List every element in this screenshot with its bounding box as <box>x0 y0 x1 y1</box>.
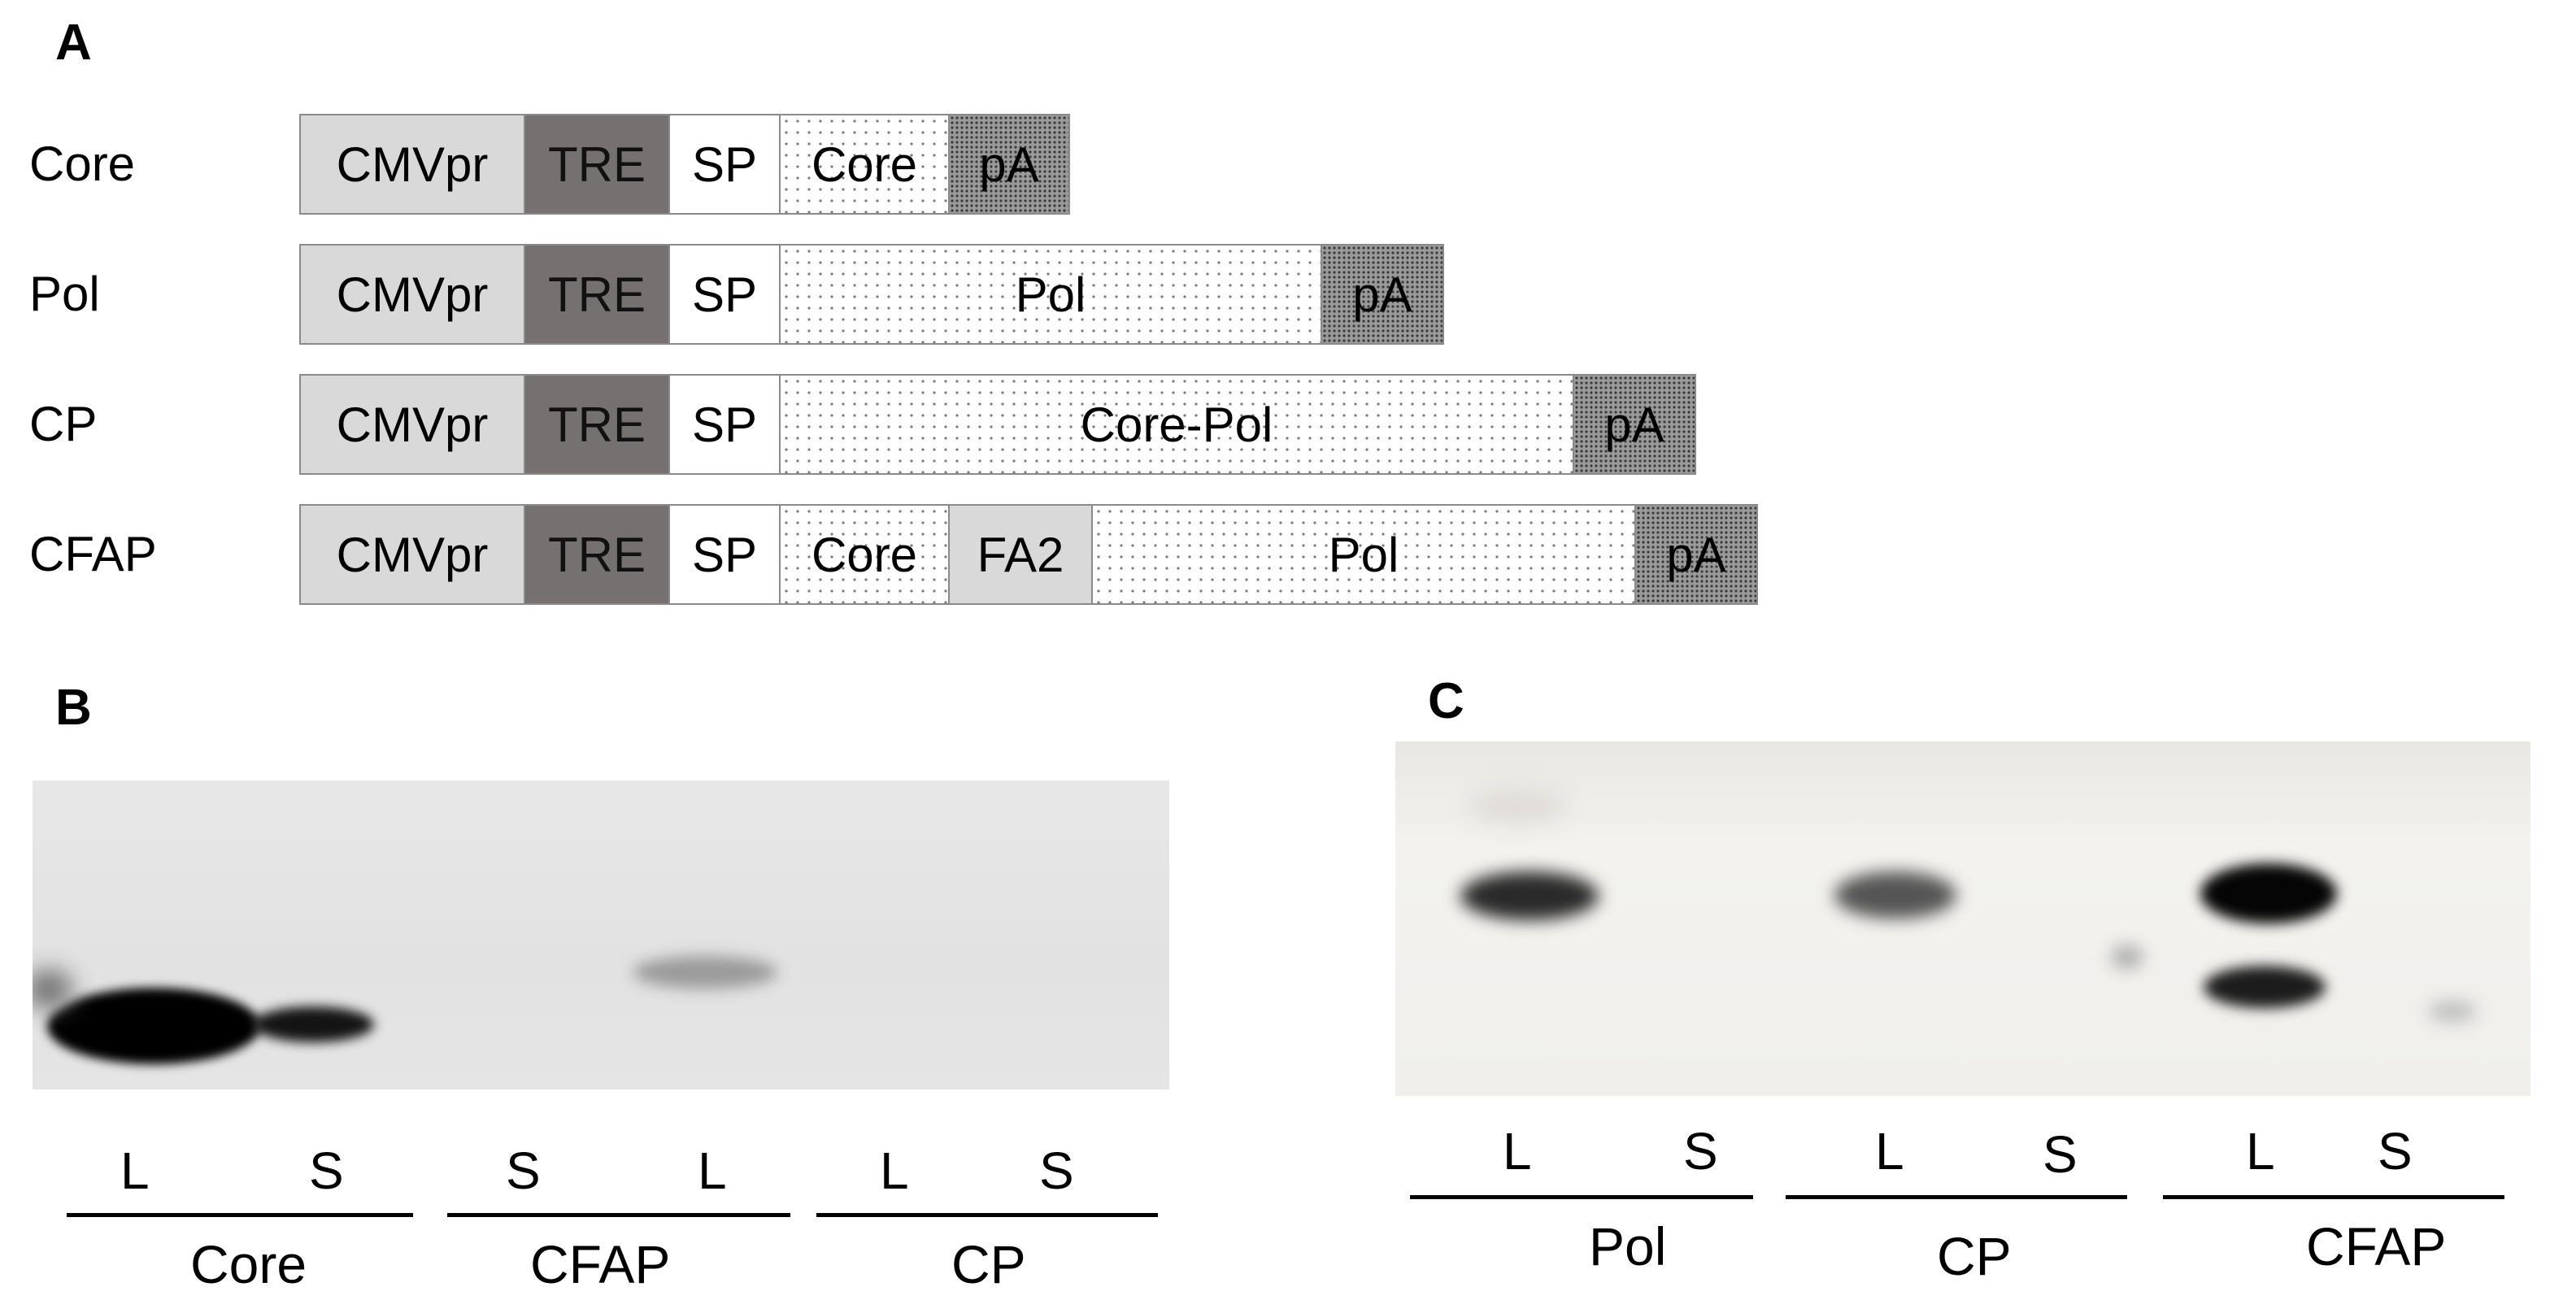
lane-label: L <box>880 1141 909 1200</box>
blot-band <box>47 988 260 1064</box>
polya-segment: pA <box>1573 374 1696 475</box>
western-blot-c <box>1395 741 2530 1096</box>
lane-label: L <box>1503 1122 1532 1180</box>
polya-segment: pA <box>1634 504 1758 605</box>
construct-name-cp: CP <box>29 397 98 451</box>
construct-cfap-map: CMVpr TRE SP Core FA2 Pol pA <box>299 504 1758 605</box>
core-gene-segment: Core <box>779 504 950 605</box>
lane-group-label: CP <box>951 1234 1026 1294</box>
construct-name-core: Core <box>29 137 136 191</box>
tre-segment: TRE <box>524 374 670 475</box>
pol-gene-segment: Pol <box>779 244 1322 345</box>
polya-segment: pA <box>1321 244 1444 345</box>
lane-group-line <box>67 1213 413 1217</box>
panel-label-c: C <box>1428 673 1464 729</box>
lane-label: S <box>2378 1122 2413 1180</box>
cmv-promoter-segment: CMVpr <box>299 114 525 215</box>
lane-group-line <box>1786 1195 2127 1199</box>
blot-band <box>2200 863 2337 924</box>
signal-peptide-segment: SP <box>668 244 781 345</box>
lane-label: S <box>1683 1122 1718 1180</box>
fa2-linker-segment: FA2 <box>948 504 1093 605</box>
signal-peptide-segment: SP <box>668 114 781 215</box>
blot-band <box>633 956 777 989</box>
lane-label: S <box>309 1141 344 1200</box>
lane-label: S <box>2043 1125 2078 1184</box>
blot-band <box>252 1006 374 1042</box>
tre-segment: TRE <box>524 504 670 605</box>
blot-band <box>33 969 73 1010</box>
signal-peptide-segment: SP <box>668 504 781 605</box>
blot-band <box>1460 872 1599 920</box>
tre-segment: TRE <box>524 114 670 215</box>
lane-group-line <box>447 1213 790 1217</box>
lane-group-label: CP <box>1937 1226 2012 1286</box>
lane-group-label: Core <box>190 1234 307 1294</box>
construct-name-pol: Pol <box>29 267 100 321</box>
cmv-promoter-segment: CMVpr <box>299 374 525 475</box>
core-pol-gene-segment: Core-Pol <box>779 374 1574 475</box>
lane-group-label: CFAP <box>530 1234 671 1294</box>
signal-peptide-segment: SP <box>668 374 781 475</box>
construct-core-map: CMVpr TRE SP Core pA <box>299 114 1070 215</box>
polya-segment: pA <box>948 114 1070 215</box>
blot-band <box>2204 966 2326 1008</box>
panel-label-b: B <box>55 680 92 736</box>
construct-pol-map: CMVpr TRE SP Pol pA <box>299 244 1444 345</box>
construct-cp-map: CMVpr TRE SP Core-Pol pA <box>299 374 1696 475</box>
lane-label: L <box>698 1141 727 1200</box>
western-blot-b <box>33 780 1169 1089</box>
blot-band <box>2428 1000 2477 1023</box>
tre-segment: TRE <box>524 244 670 345</box>
lane-group-label: CFAP <box>2306 1216 2447 1276</box>
lane-group-line <box>816 1213 1158 1217</box>
cmv-promoter-segment: CMVpr <box>299 244 525 345</box>
lane-label: S <box>506 1141 541 1200</box>
lane-label: L <box>2246 1122 2275 1180</box>
panel-label-a: A <box>55 15 92 71</box>
core-gene-segment: Core <box>779 114 950 215</box>
blot-band <box>2111 945 2143 969</box>
lane-label: L <box>1875 1122 1904 1180</box>
cmv-promoter-segment: CMVpr <box>299 504 525 605</box>
blot-band <box>1834 872 1956 919</box>
lane-label: S <box>1039 1141 1074 1200</box>
lane-group-label: Pol <box>1589 1216 1667 1276</box>
blot-band <box>1469 790 1566 823</box>
lane-label: L <box>120 1141 150 1200</box>
lane-group-line <box>2163 1195 2504 1199</box>
lane-group-line <box>1410 1195 1753 1199</box>
pol-gene-segment: Pol <box>1091 504 1636 605</box>
construct-name-cfap: CFAP <box>29 527 157 581</box>
